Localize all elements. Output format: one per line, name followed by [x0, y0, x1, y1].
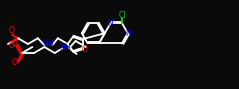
Text: NH: NH	[42, 40, 54, 49]
Text: O: O	[9, 41, 15, 50]
Text: NH: NH	[60, 43, 71, 52]
Text: O: O	[12, 58, 18, 67]
Text: O: O	[81, 45, 87, 54]
Text: O: O	[9, 26, 15, 35]
Text: N: N	[125, 29, 131, 38]
Text: Cl: Cl	[118, 11, 126, 20]
Text: N: N	[108, 19, 114, 28]
Text: O: O	[12, 39, 18, 48]
